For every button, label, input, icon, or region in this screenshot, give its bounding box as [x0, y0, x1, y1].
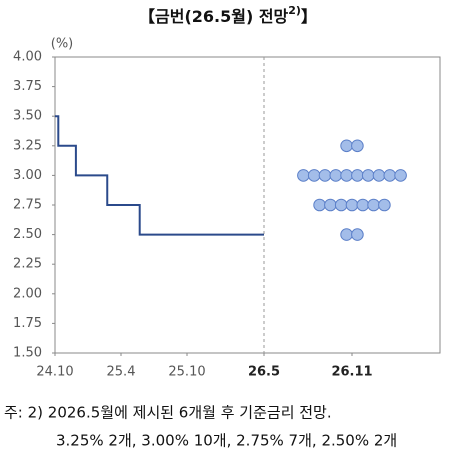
y-tick-label: 3.75 — [13, 79, 42, 94]
y-unit: (%) — [51, 37, 74, 52]
vote-dot — [378, 198, 391, 212]
y-tick-label: 3.25 — [13, 138, 42, 153]
x-tick-label: 24.10 — [36, 365, 73, 380]
y-tick-label: 1.75 — [13, 316, 42, 331]
footnote: 3.25% 2개, 3.00% 10개, 2.75% 7개, 2.50% 2개 — [56, 432, 397, 450]
vote-dot — [307, 169, 321, 182]
y-tick-label: 3.00 — [13, 168, 42, 183]
y-tick-label: 3.50 — [13, 109, 42, 124]
vote-dot — [351, 139, 364, 153]
vote-dot — [340, 169, 353, 182]
vote-dot — [340, 139, 353, 153]
x-tick-label: 25.4 — [107, 365, 136, 380]
y-tick-label: 2.75 — [13, 198, 42, 213]
vote-dot — [361, 169, 375, 182]
y-tick-label: 2.00 — [13, 286, 42, 301]
y-tick-label: 2.25 — [13, 257, 42, 272]
vote-dot — [351, 169, 364, 182]
vote-dot — [340, 228, 353, 241]
chart-title: 【금번(26.5월) 전망2)】 — [139, 4, 317, 26]
vote-dot — [313, 198, 326, 212]
x-tick-label: 25.10 — [168, 365, 205, 380]
vote-dot — [351, 228, 364, 241]
y-tick-label: 4.00 — [13, 50, 42, 65]
footnote: 주: 2) 2026.5월에 제시된 6개월 후 기준금리 전망. — [4, 404, 332, 422]
vote-dot — [356, 198, 370, 212]
vote-dot — [334, 198, 348, 212]
vote-dot — [297, 169, 310, 182]
x-tick-label: 26.5 — [248, 365, 280, 380]
y-tick-label: 2.50 — [13, 227, 42, 242]
vote-dot — [345, 198, 359, 212]
vote-dot — [383, 169, 397, 182]
vote-dot — [324, 198, 337, 212]
x-tick-label: 26.11 — [331, 365, 372, 380]
step-line — [55, 115, 264, 236]
vote-dot — [394, 169, 407, 182]
y-tick-label: 1.50 — [13, 346, 42, 361]
vote-dot — [367, 198, 380, 212]
vote-dot — [318, 169, 332, 182]
vote-dot — [372, 169, 386, 182]
vote-dot — [329, 169, 343, 182]
